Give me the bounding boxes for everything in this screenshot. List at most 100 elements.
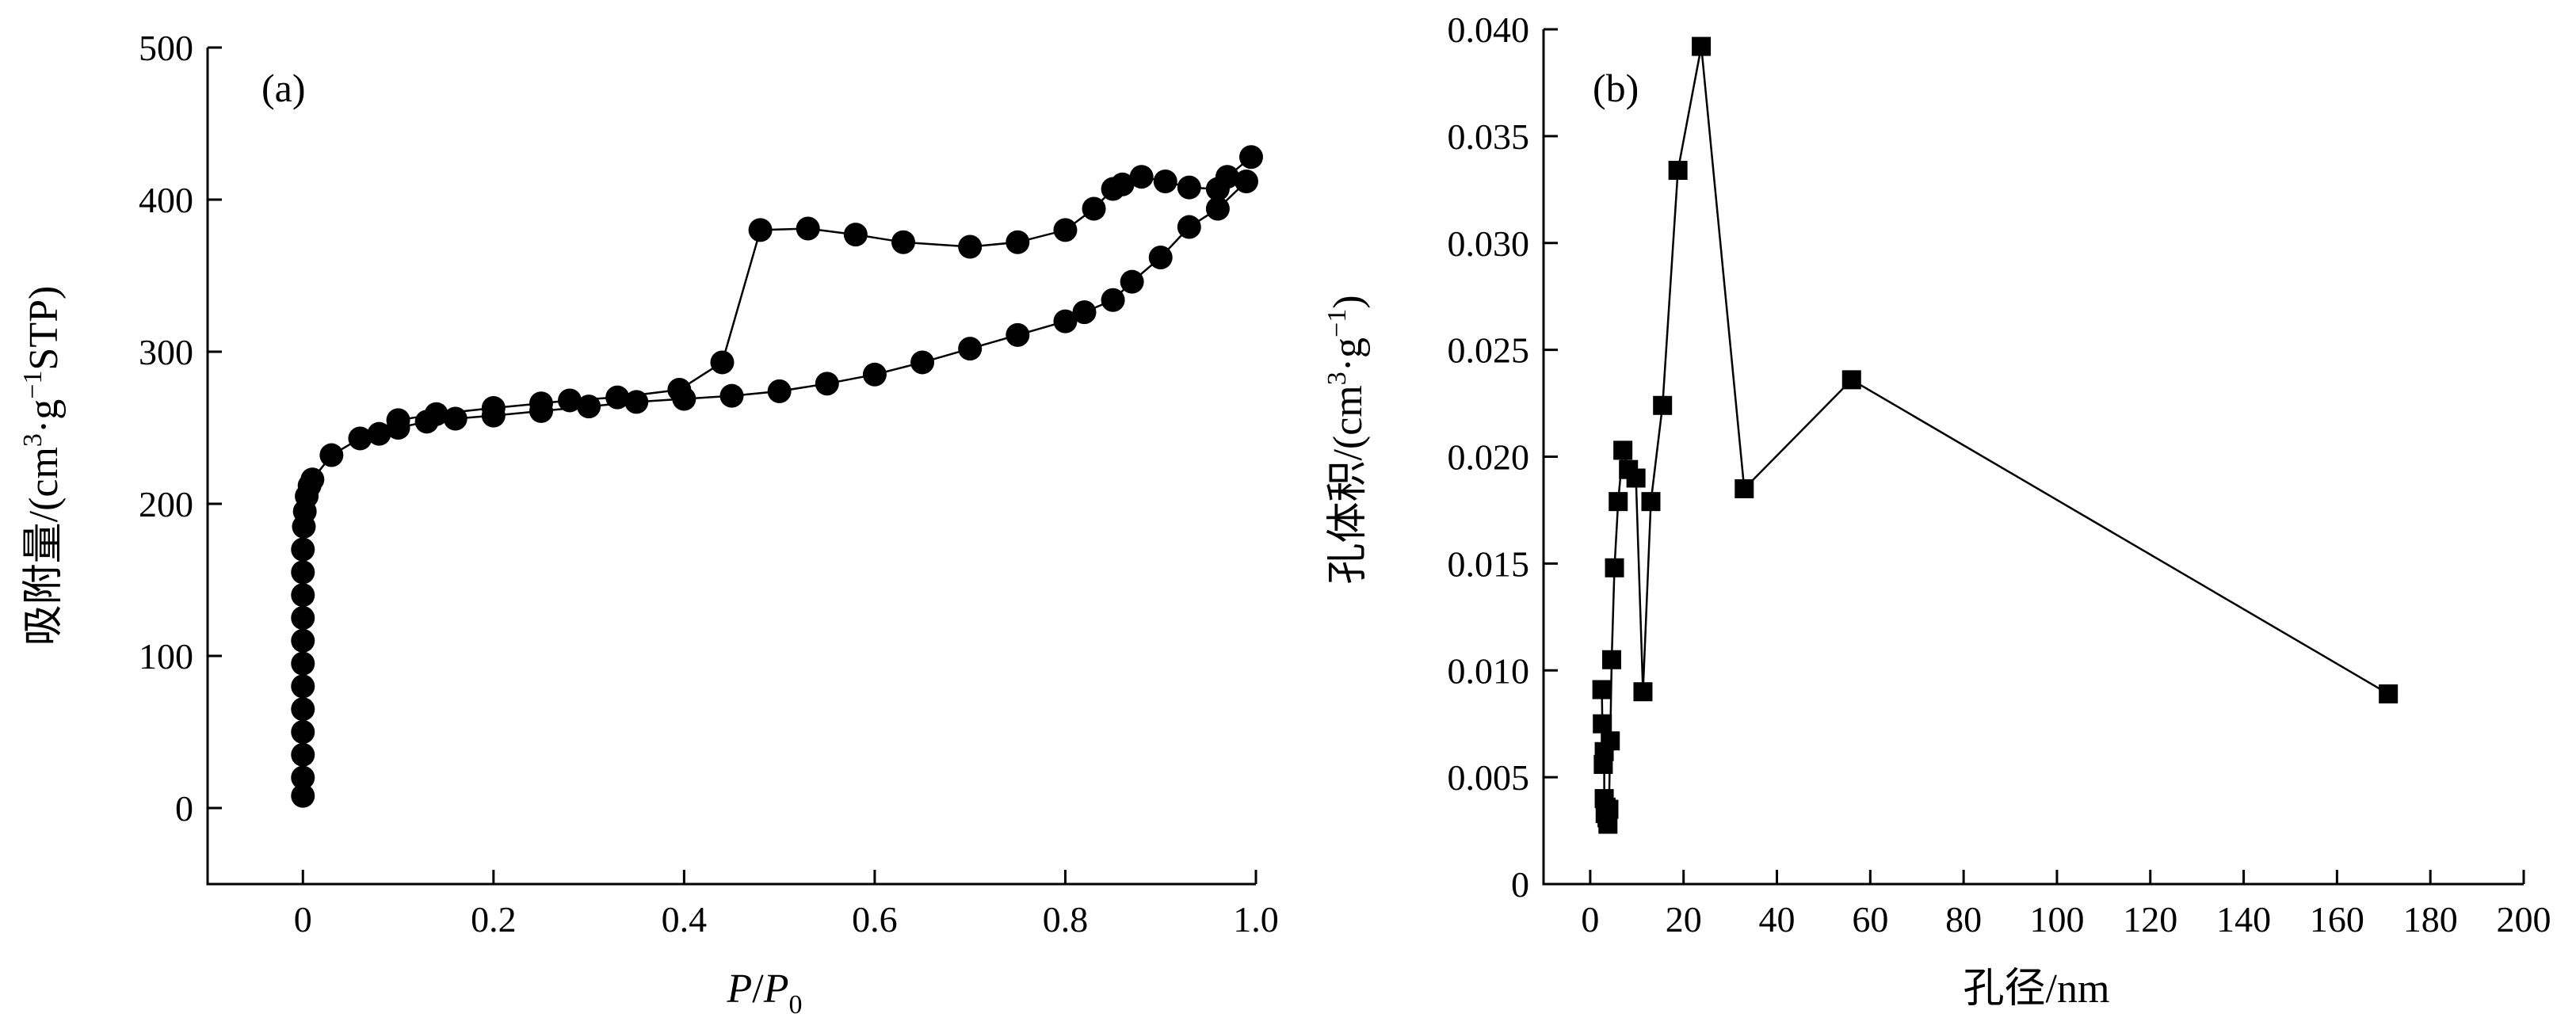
x-tick-label: 100 bbox=[2029, 899, 2084, 940]
chart-panel-b: 0 20 40 60 80 100 120 140 160 180 200 00.0050.0100… bbox=[1322, 10, 2551, 1012]
data-point bbox=[891, 230, 915, 254]
data-point bbox=[1101, 288, 1125, 312]
data-point bbox=[291, 765, 315, 790]
y-tick-label: 0 bbox=[1511, 864, 1529, 905]
x-tick-label: 180 bbox=[2403, 899, 2458, 940]
data-point bbox=[1082, 196, 1106, 221]
data-point bbox=[748, 218, 773, 242]
panel-a-series bbox=[291, 145, 1263, 808]
data-point bbox=[1238, 145, 1263, 170]
data-point bbox=[481, 396, 506, 421]
y-tick-label: 200 bbox=[139, 484, 193, 524]
data-point bbox=[1653, 395, 1673, 415]
y-tick-label: 0.005 bbox=[1448, 757, 1530, 798]
data-point bbox=[1205, 196, 1230, 221]
data-point bbox=[291, 697, 315, 722]
data-point bbox=[558, 388, 582, 413]
data-point bbox=[291, 537, 315, 562]
data-point bbox=[843, 223, 868, 247]
data-point bbox=[958, 337, 983, 361]
data-point bbox=[1735, 478, 1754, 498]
panel-b-x-ticks: 0 20 40 60 80 100 120 140 160 180 200 bbox=[1581, 870, 2551, 940]
panel-a-axes-frame bbox=[206, 48, 1256, 886]
data-point bbox=[319, 443, 344, 467]
data-point bbox=[1101, 177, 1125, 201]
data-point bbox=[1072, 300, 1097, 325]
data-point bbox=[1120, 269, 1144, 294]
data-point bbox=[291, 783, 315, 808]
panel-b-label: (b) bbox=[1593, 66, 1639, 110]
panel-a-ylabel-pre: 吸附量/(cm bbox=[21, 447, 67, 646]
panel-a-xlabel-subscript: 0 bbox=[788, 990, 802, 1020]
x-tick-label: 0.2 bbox=[471, 899, 517, 940]
x-tick-label: 200 bbox=[2497, 899, 2551, 940]
data-point bbox=[719, 383, 744, 408]
panel-b-series bbox=[1592, 36, 2399, 834]
y-tick-label: 0.035 bbox=[1448, 116, 1530, 157]
y-tick-label: 0.010 bbox=[1448, 650, 1530, 691]
panel-b-ylabel-sup1: 3 bbox=[1322, 372, 1352, 385]
data-point bbox=[367, 421, 391, 446]
x-tick-label: 120 bbox=[2123, 899, 2177, 940]
panel-a-y-ticks: 0 100 200 300 400 500 bbox=[139, 28, 222, 829]
panel-b-y-ticks: 0 0.005 0.010 0.015 0.020 0.025 0.030 0.035 0.04… bbox=[1448, 10, 1558, 905]
panel-a-ylabel-post: STP) bbox=[21, 286, 67, 371]
x-tick-label: 0.6 bbox=[852, 899, 898, 940]
panel-b-axes-frame bbox=[1542, 29, 2524, 886]
data-point bbox=[1633, 682, 1653, 702]
panel-b-ylabel-sup2: −1 bbox=[1322, 309, 1352, 337]
x-tick-label: 80 bbox=[1945, 899, 1982, 940]
panel-a-ylabel-sup1: 3 bbox=[18, 433, 48, 447]
data-point bbox=[1234, 169, 1258, 193]
data-point bbox=[958, 234, 983, 259]
data-point bbox=[529, 391, 553, 416]
data-point bbox=[1841, 370, 1861, 390]
panel-a-xlabel-p0: P bbox=[763, 966, 789, 1012]
x-tick-label: 1.0 bbox=[1233, 899, 1279, 940]
data-point bbox=[710, 350, 735, 375]
data-point bbox=[1609, 492, 1628, 512]
data-point bbox=[796, 216, 820, 241]
y-tick-label: 100 bbox=[139, 636, 193, 677]
panel-b-x-axis-title: 孔径/nm bbox=[1963, 966, 2110, 1012]
data-point bbox=[1601, 731, 1620, 751]
data-point bbox=[386, 408, 410, 433]
data-point bbox=[1599, 799, 1619, 819]
y-tick-label: 0 bbox=[175, 788, 193, 829]
panel-b-ylabel-post: ) bbox=[1326, 295, 1371, 308]
y-tick-label: 300 bbox=[139, 332, 193, 372]
panel-a-xlabel-p: P bbox=[727, 966, 753, 1012]
data-point bbox=[815, 372, 839, 396]
panel-b-y-axis-title: 孔体积/(cm3·g−1) bbox=[1322, 295, 1371, 584]
y-tick-label: 500 bbox=[139, 28, 193, 68]
data-point bbox=[1006, 322, 1030, 347]
series-line bbox=[1601, 46, 2389, 825]
y-tick-label: 0.040 bbox=[1448, 10, 1530, 50]
y-tick-label: 0.025 bbox=[1448, 330, 1530, 371]
data-point bbox=[291, 742, 315, 767]
data-point bbox=[2379, 684, 2399, 703]
x-tick-label: 0.4 bbox=[662, 899, 708, 940]
panel-a-y-axis-title: 吸附量/(cm3·g−1STP) bbox=[18, 286, 67, 646]
data-point bbox=[300, 467, 325, 492]
x-tick-label: 40 bbox=[1759, 899, 1796, 940]
data-point bbox=[291, 720, 315, 744]
data-point bbox=[1593, 714, 1612, 734]
data-point bbox=[1006, 230, 1030, 254]
data-point bbox=[291, 606, 315, 630]
data-point bbox=[605, 385, 630, 410]
x-tick-label: 140 bbox=[2216, 899, 2271, 940]
series-line bbox=[302, 181, 1247, 796]
panel-b-ylabel-pre: 孔体积/(cm bbox=[1326, 385, 1371, 584]
data-point bbox=[1602, 650, 1622, 669]
panel-a-label: (a) bbox=[261, 66, 306, 110]
data-point bbox=[1205, 177, 1230, 201]
data-point bbox=[1626, 468, 1646, 488]
data-point bbox=[1613, 440, 1633, 460]
data-point bbox=[1668, 161, 1688, 181]
y-tick-label: 0.030 bbox=[1448, 223, 1530, 264]
data-point bbox=[1641, 492, 1661, 512]
x-tick-label: 60 bbox=[1852, 899, 1888, 940]
data-point bbox=[667, 378, 692, 402]
